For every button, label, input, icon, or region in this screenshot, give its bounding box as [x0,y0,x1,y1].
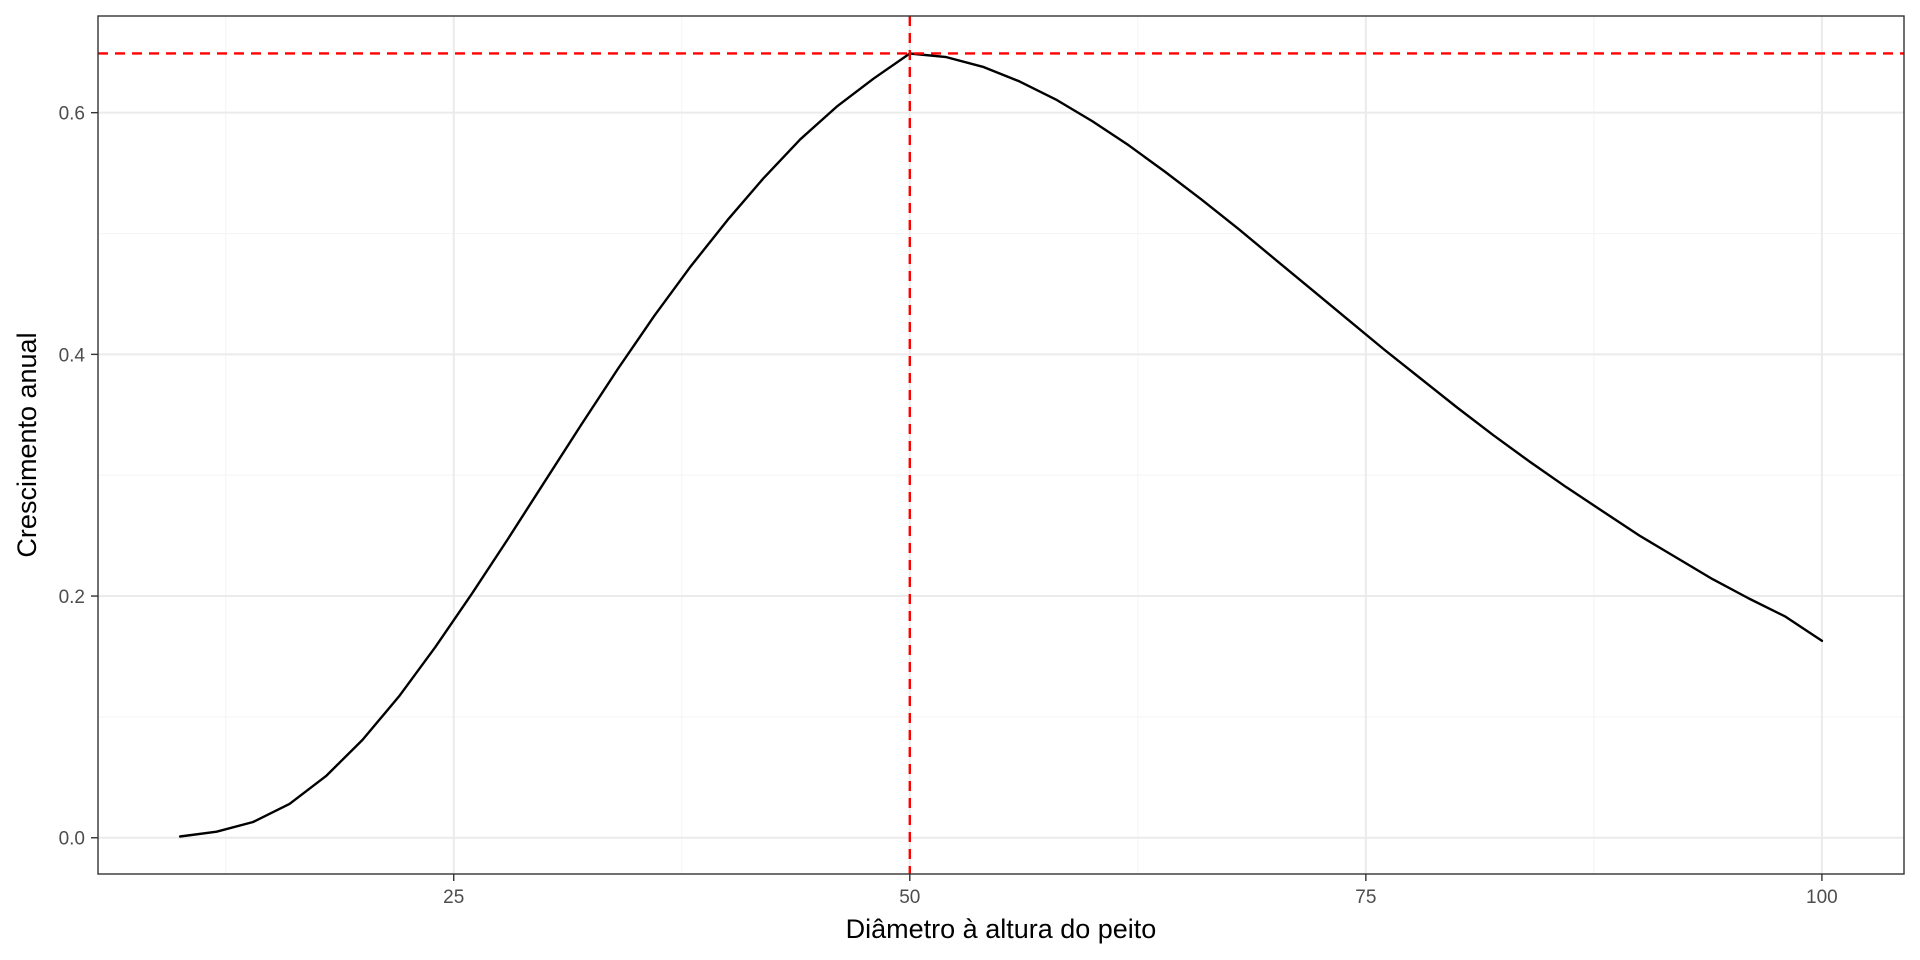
x-tick-label: 100 [1806,887,1838,908]
y-axis-ticks: 0.0 0.2 0.4 0.6 [59,104,98,850]
y-tick-label: 0.4 [59,345,86,366]
x-tick-label: 75 [1355,887,1376,908]
grid-minor [98,16,1904,874]
series-line [178,52,1824,838]
y-tick-label: 0.0 [59,829,85,850]
panel-border [97,15,1905,875]
x-tick-label: 50 [899,887,920,908]
y-tick-label: 0.2 [59,587,85,608]
x-tick-label: 25 [443,887,464,908]
reference-lines [98,16,1904,874]
y-axis-title: Crescimento anual [12,332,42,557]
series-layer [178,52,1824,838]
x-axis-title: Diâmetro à altura do peito [846,914,1157,944]
x-axis-ticks: 25 50 75 100 [443,874,1838,908]
y-tick-label: 0.6 [59,104,85,125]
grid-major [98,16,1904,874]
